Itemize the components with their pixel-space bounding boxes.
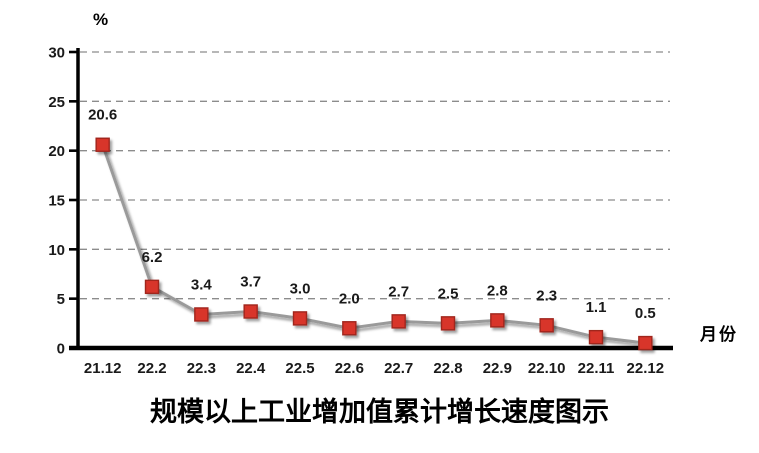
y-axis-unit-label: % — [93, 10, 109, 29]
y-tick-label: 20 — [48, 143, 65, 160]
data-point-label: 2.0 — [339, 290, 360, 307]
data-point-label: 1.1 — [586, 299, 607, 316]
data-point-marker — [194, 307, 209, 322]
data-point-label: 3.7 — [240, 273, 261, 290]
data-point-marker — [539, 318, 554, 333]
x-tick-label: 22.7 — [384, 360, 413, 377]
data-point-label: 2.7 — [388, 283, 409, 300]
data-point-label: 2.8 — [487, 282, 508, 299]
data-point-marker — [95, 137, 110, 152]
x-tick-label: 22.5 — [285, 360, 314, 377]
data-point-marker — [490, 313, 505, 328]
x-tick-label: 22.9 — [483, 360, 512, 377]
x-axis-title: 月份 — [700, 325, 738, 344]
y-tick-label: 25 — [48, 94, 65, 111]
data-point-label: 2.3 — [536, 287, 557, 304]
x-tick-label: 21.12 — [84, 360, 122, 377]
y-tick-label: 5 — [57, 291, 65, 308]
data-point-label: 20.6 — [88, 107, 117, 124]
x-tick-label: 22.10 — [528, 360, 566, 377]
x-tick-label: 22.3 — [187, 360, 216, 377]
y-tick-label: 10 — [48, 242, 65, 259]
data-point-marker — [292, 311, 308, 326]
data-point-label: 3.4 — [191, 276, 213, 293]
data-point-marker — [391, 314, 406, 329]
x-tick-label: 22.8 — [433, 360, 462, 377]
data-point-marker — [342, 321, 357, 336]
series-line — [101, 144, 646, 345]
x-tick-label: 22.11 — [578, 360, 615, 377]
data-point-label: 3.0 — [290, 280, 311, 297]
chart-plot-area: 0 5 10 15 20 25 30 20.6 6.2 3.4 3.7 3.0 2.0 2.7 2.5 2.8… — [48, 45, 673, 377]
x-tick-label: 22.12 — [627, 360, 665, 377]
data-point-marker — [440, 316, 456, 331]
y-tick-label: 0 — [57, 341, 65, 358]
data-point-marker — [144, 279, 160, 295]
data-point-label: 6.2 — [142, 249, 163, 266]
data-point-marker — [588, 329, 604, 345]
data-point-label: 0.5 — [635, 305, 656, 322]
data-point-label: 2.5 — [438, 285, 459, 302]
chart-title: 规模以上工业增加值累计增长速度图示 — [150, 397, 609, 427]
x-tick-label: 22.6 — [335, 360, 364, 377]
y-tick-label: 15 — [48, 193, 65, 210]
x-tick-label: 22.4 — [236, 360, 266, 377]
data-point-marker — [638, 335, 653, 351]
y-tick-label: 30 — [48, 45, 65, 62]
data-point-marker — [243, 304, 258, 319]
chart-svg: 0 5 10 15 20 25 30 20.6 6.2 3.4 3.7 3.0 2.0 2.7 2.5 2.8… — [48, 45, 673, 377]
x-tick-label: 22.2 — [137, 360, 166, 377]
